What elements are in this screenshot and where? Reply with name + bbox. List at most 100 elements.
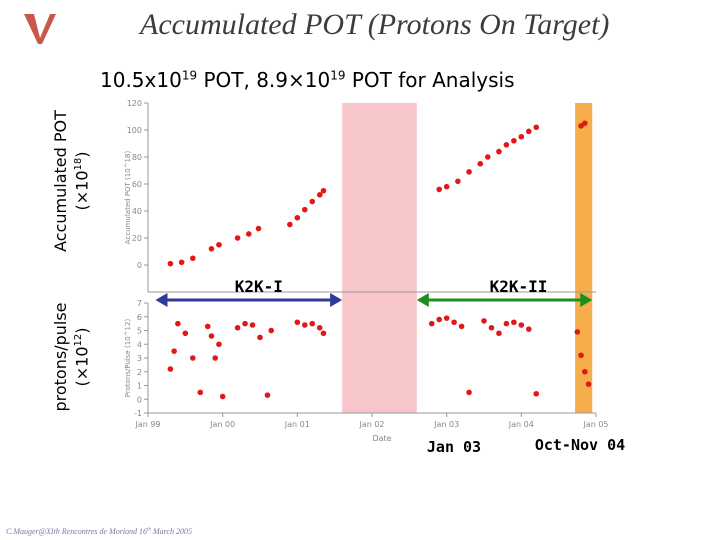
pot-point-11 bbox=[309, 198, 316, 205]
pot-point-0 bbox=[167, 260, 174, 267]
ppp-point-19 bbox=[309, 320, 316, 327]
slide-title: Accumulated POT (Protons On Target) bbox=[140, 8, 610, 41]
nu-symbol-icon bbox=[24, 14, 56, 44]
pot-point-21 bbox=[503, 142, 510, 148]
ppp-point-38 bbox=[582, 368, 588, 375]
ppp-point-5 bbox=[197, 389, 204, 396]
ppp-point-7 bbox=[208, 333, 215, 339]
ppp-point-31 bbox=[503, 320, 510, 327]
ppp-point-0 bbox=[167, 366, 174, 372]
pot-point-16 bbox=[455, 178, 461, 185]
x-tick-label: Jan 02 bbox=[358, 420, 384, 429]
y-tick-label: 40 bbox=[132, 207, 142, 216]
ppp-point-20 bbox=[316, 324, 323, 331]
ppp-point-12 bbox=[242, 320, 248, 327]
ppp-point-25 bbox=[451, 319, 457, 326]
period-label: K2K-I bbox=[235, 277, 283, 296]
summary-part-2: POT, 8.9×10 bbox=[197, 68, 331, 92]
pot-point-19 bbox=[484, 154, 491, 160]
pot-point-13 bbox=[320, 187, 327, 194]
pot-point-12 bbox=[316, 192, 323, 198]
annotation-label: Jan 03 bbox=[427, 438, 481, 456]
ppp-point-16 bbox=[268, 327, 275, 334]
ppp-point-22 bbox=[428, 320, 435, 327]
ppp-point-10 bbox=[219, 393, 226, 400]
pot-point-17 bbox=[466, 169, 472, 175]
summary-exp-2: 19 bbox=[330, 68, 346, 83]
ppp-point-13 bbox=[249, 322, 256, 328]
pot-point-3 bbox=[208, 246, 215, 252]
y-tick-label: 1 bbox=[137, 382, 142, 391]
x-tick-label: Jan 99 bbox=[134, 420, 160, 429]
ppp-point-23 bbox=[436, 316, 443, 323]
x-tick-label: Jan 05 bbox=[582, 420, 608, 429]
pot-point-22 bbox=[511, 138, 517, 144]
ppp-point-11 bbox=[234, 324, 241, 331]
footer-text: C.Mauger@XIth Rencontres de Moriond 16 bbox=[6, 527, 148, 536]
ppp-point-39 bbox=[585, 381, 592, 387]
annotation-label: Oct-Nov 04 bbox=[535, 436, 625, 454]
y-tick-label: 80 bbox=[132, 153, 142, 162]
ppp-point-36 bbox=[574, 329, 581, 335]
y-tick-label: 20 bbox=[132, 234, 142, 243]
ppp-point-32 bbox=[511, 319, 517, 326]
ppp-point-28 bbox=[481, 318, 487, 324]
ppp-point-17 bbox=[294, 319, 301, 326]
pot-point-8 bbox=[287, 221, 293, 228]
y-tick-label: 0 bbox=[137, 395, 142, 404]
summary-part-1: 10.5x10 bbox=[100, 68, 182, 92]
pot-point-4 bbox=[216, 241, 222, 248]
pot-point-15 bbox=[443, 183, 450, 190]
ppp-point-3 bbox=[182, 330, 189, 337]
ppp-point-33 bbox=[518, 322, 525, 328]
pot-point-27 bbox=[582, 120, 588, 127]
ppp-point-8 bbox=[212, 355, 218, 361]
x-axis-title: Date bbox=[372, 434, 391, 443]
y-tick-label: 3 bbox=[137, 354, 142, 363]
x-tick-label: Jan 03 bbox=[433, 420, 459, 429]
summary-exp-1: 19 bbox=[181, 68, 198, 83]
slide-footer: C.Mauger@XIth Rencontres de Moriond 16th… bbox=[6, 527, 192, 536]
nu-logo bbox=[24, 14, 56, 44]
pot-point-10 bbox=[302, 206, 308, 213]
period-arrow-head-right-0 bbox=[330, 293, 343, 307]
ppp-point-35 bbox=[533, 390, 540, 397]
ppp-point-6 bbox=[204, 323, 211, 330]
ppp-point-26 bbox=[458, 323, 465, 330]
y-tick-label: 100 bbox=[127, 126, 142, 135]
footer-sup: th bbox=[147, 527, 151, 533]
pot-point-25 bbox=[533, 124, 540, 131]
y-tick-label: 120 bbox=[127, 99, 142, 108]
y-tick-label: 60 bbox=[132, 180, 142, 189]
y-tick-label: 7 bbox=[137, 299, 142, 308]
ppp-point-27 bbox=[466, 389, 472, 396]
period-arrow-head-left-1 bbox=[416, 293, 429, 307]
pot-point-7 bbox=[255, 225, 262, 232]
shaded-region-1 bbox=[575, 103, 593, 413]
period-arrow-head-left-0 bbox=[155, 293, 168, 307]
panel-ylabel: Protons/Pulse (10^12) bbox=[124, 319, 132, 398]
ppp-point-24 bbox=[443, 315, 450, 321]
ppp-point-37 bbox=[578, 352, 584, 359]
ppp-point-34 bbox=[526, 326, 532, 332]
pot-summary: 10.5x1019 POT, 8.9×1019 POT for Analysis bbox=[100, 68, 515, 92]
period-label: K2K-II bbox=[490, 277, 548, 296]
panel-ylabel: Accumulated POT (10^18) bbox=[124, 151, 132, 245]
y-tick-label: 0 bbox=[137, 261, 142, 270]
y-tick-label: 5 bbox=[137, 327, 142, 336]
x-tick-label: Jan 01 bbox=[284, 420, 310, 429]
pot-point-18 bbox=[477, 160, 484, 167]
y-tick-label: 2 bbox=[137, 368, 142, 377]
ppp-point-29 bbox=[488, 324, 495, 331]
ppp-point-14 bbox=[257, 334, 263, 341]
pot-point-1 bbox=[178, 259, 185, 266]
pot-point-14 bbox=[436, 186, 443, 193]
pot-point-20 bbox=[496, 148, 502, 155]
shaded-region-0 bbox=[342, 103, 417, 413]
pot-point-24 bbox=[526, 128, 532, 135]
ppp-point-18 bbox=[302, 322, 308, 328]
footer-date: March 2005 bbox=[150, 527, 192, 536]
x-tick-label: Jan 00 bbox=[209, 420, 235, 429]
ppp-point-15 bbox=[264, 392, 271, 398]
